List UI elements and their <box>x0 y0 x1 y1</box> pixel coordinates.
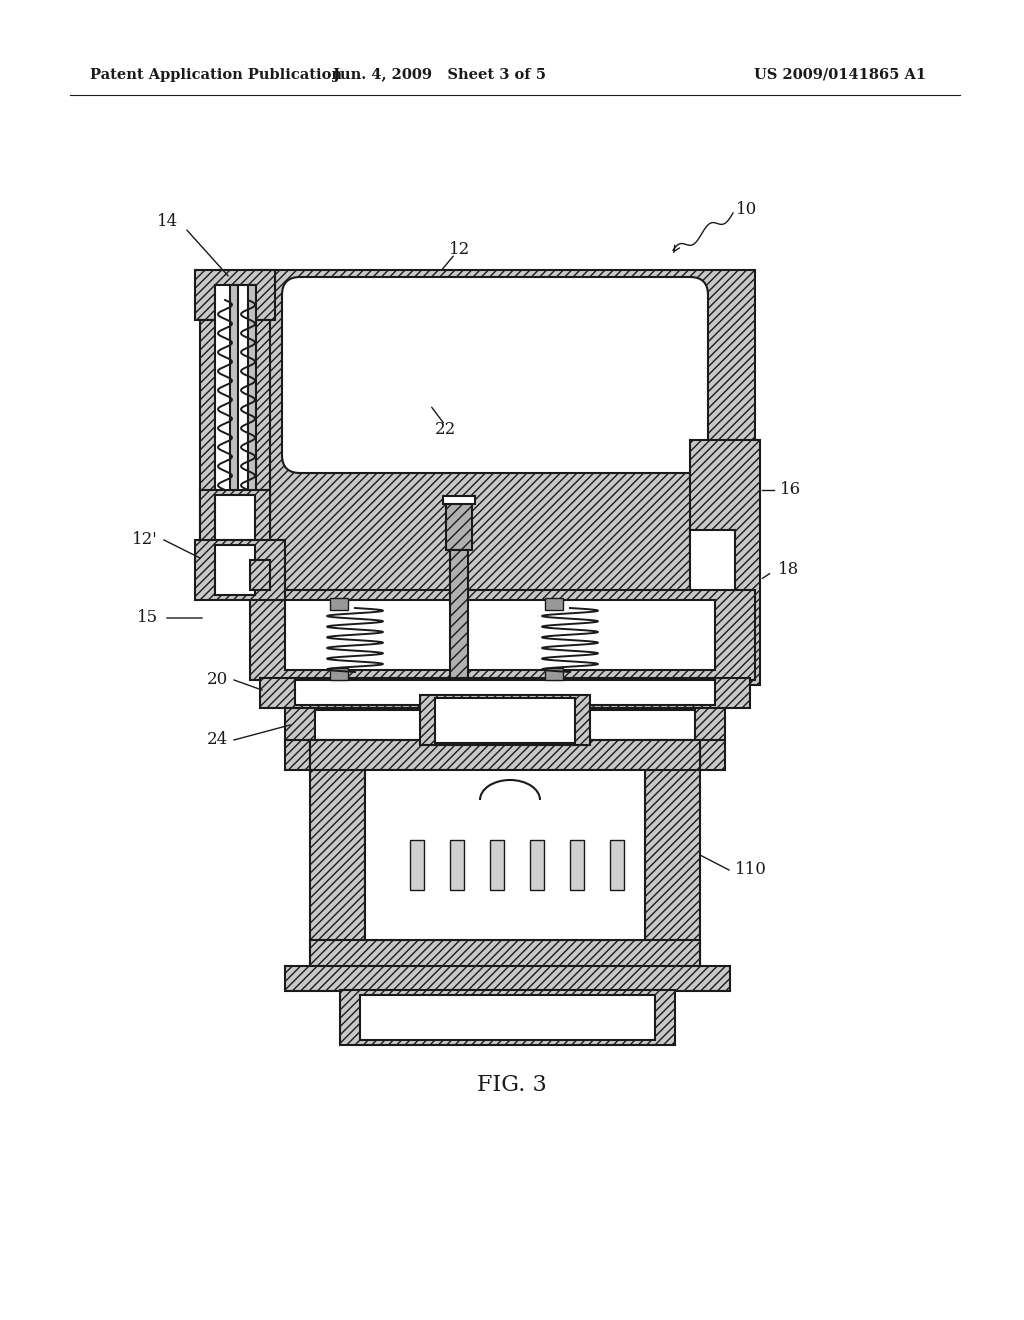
Text: 110: 110 <box>735 862 767 879</box>
Bar <box>230 285 238 579</box>
Bar <box>260 678 750 708</box>
Bar <box>310 940 700 970</box>
Bar <box>450 840 464 890</box>
Bar <box>545 598 563 610</box>
Bar <box>250 590 755 680</box>
Text: 24: 24 <box>207 731 228 748</box>
Bar <box>195 271 275 319</box>
Bar <box>450 550 468 690</box>
Bar <box>410 840 424 890</box>
Bar <box>690 531 735 649</box>
Bar <box>570 840 584 890</box>
Polygon shape <box>670 741 725 770</box>
Text: US 2009/0141865 A1: US 2009/0141865 A1 <box>754 69 926 82</box>
Bar <box>285 601 715 671</box>
Bar <box>295 680 715 705</box>
Text: 10: 10 <box>736 202 758 219</box>
Text: 18: 18 <box>778 561 800 578</box>
Text: 12: 12 <box>450 242 471 259</box>
Bar <box>200 490 270 570</box>
Bar <box>545 668 563 680</box>
Bar <box>250 560 270 590</box>
Bar <box>610 840 624 890</box>
Text: 14: 14 <box>157 214 178 231</box>
Bar <box>360 995 655 1040</box>
Bar <box>315 710 695 741</box>
Bar <box>215 545 255 595</box>
Polygon shape <box>215 540 255 565</box>
Text: 15: 15 <box>137 610 158 627</box>
Bar <box>490 840 504 890</box>
Bar <box>340 990 675 1045</box>
Bar <box>444 688 474 706</box>
Text: FIG. 3: FIG. 3 <box>477 1074 547 1096</box>
Bar <box>330 598 348 610</box>
Bar <box>330 668 348 680</box>
Bar <box>215 285 255 565</box>
Text: 22: 22 <box>434 421 456 438</box>
Text: Patent Application Publication: Patent Application Publication <box>90 69 342 82</box>
Bar <box>444 688 474 706</box>
Bar <box>420 696 590 744</box>
Text: 20: 20 <box>207 672 228 689</box>
Bar <box>435 698 575 743</box>
Bar <box>690 440 760 685</box>
Bar <box>285 708 725 743</box>
Bar <box>530 840 544 890</box>
Text: 12': 12' <box>132 532 158 549</box>
Polygon shape <box>285 741 340 770</box>
Bar <box>195 540 285 601</box>
Bar <box>200 319 270 590</box>
Bar <box>310 741 365 970</box>
Bar <box>446 500 472 550</box>
Text: Jun. 4, 2009   Sheet 3 of 5: Jun. 4, 2009 Sheet 3 of 5 <box>334 69 547 82</box>
Bar <box>365 770 645 940</box>
Bar <box>285 966 730 991</box>
Bar <box>645 741 700 970</box>
Text: 16: 16 <box>780 482 801 499</box>
Bar <box>250 271 755 595</box>
Bar <box>248 285 256 579</box>
Bar <box>310 741 700 770</box>
Bar <box>215 495 255 565</box>
Bar <box>443 496 475 504</box>
FancyBboxPatch shape <box>282 277 708 473</box>
